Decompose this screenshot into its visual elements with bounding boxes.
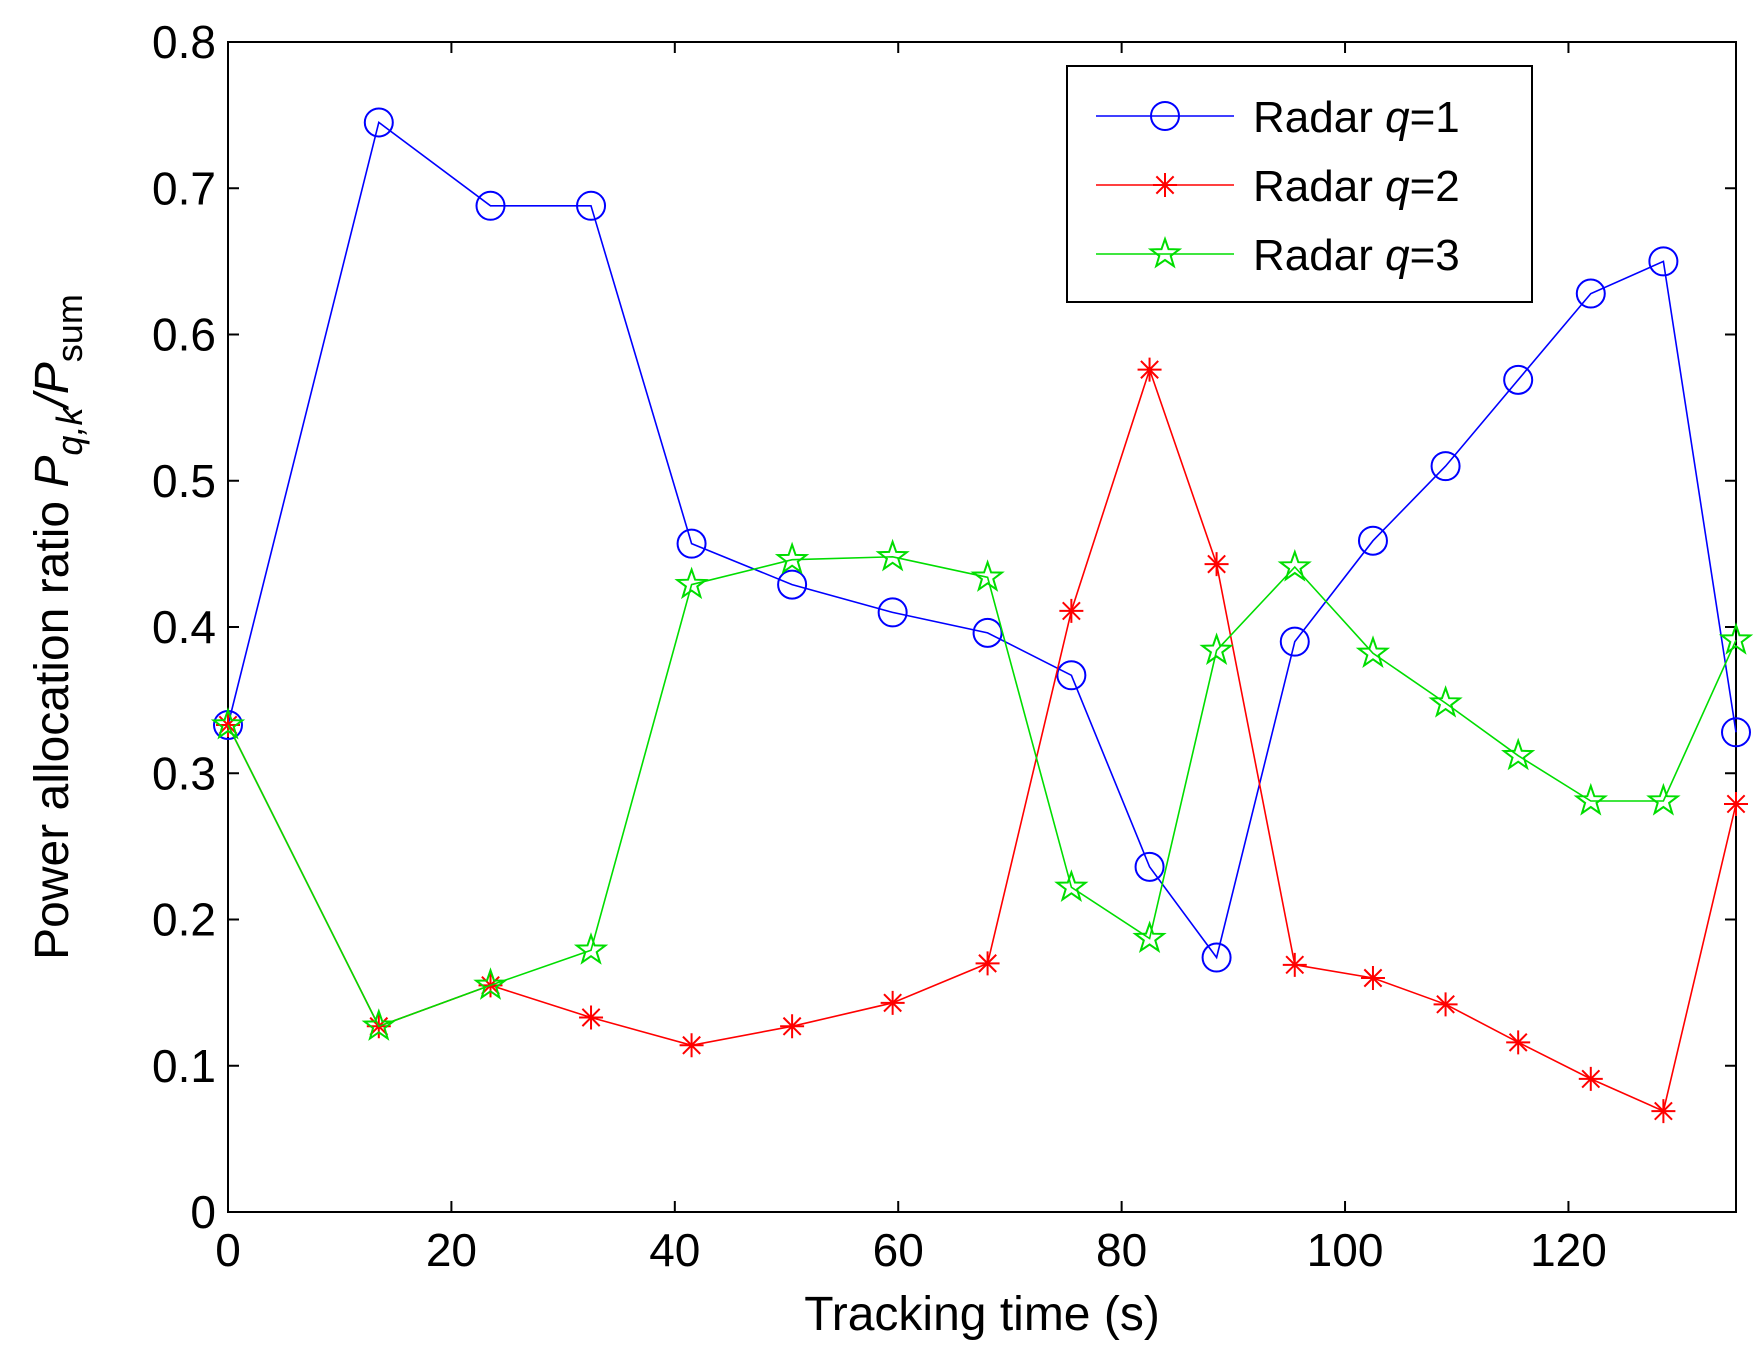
series-1 xyxy=(213,107,1751,973)
data-point xyxy=(1575,278,1606,309)
data-point xyxy=(972,617,1003,648)
data-point xyxy=(1648,246,1679,277)
series-line xyxy=(227,555,1737,1028)
legend-marker xyxy=(1147,235,1183,269)
data-point xyxy=(674,566,709,600)
data-point xyxy=(1137,357,1162,382)
data-point xyxy=(780,1014,805,1039)
x-tick-label: 120 xyxy=(1530,1224,1607,1276)
data-point xyxy=(1357,525,1388,556)
y-tick-label: 0.4 xyxy=(152,601,216,653)
x-tick-label: 100 xyxy=(1307,1224,1384,1276)
data-point xyxy=(216,712,240,737)
data-point xyxy=(1724,791,1748,816)
data-point xyxy=(573,932,609,965)
series-3 xyxy=(210,538,1754,1041)
legend-label: Radar q=2 xyxy=(1253,162,1460,211)
data-point xyxy=(1279,626,1310,657)
data-point xyxy=(774,541,810,575)
data-point xyxy=(875,538,910,572)
data-point xyxy=(970,559,1005,592)
series-line xyxy=(227,121,1737,960)
x-tick-label: 0 xyxy=(215,1224,241,1276)
legend-item-1: Radar q=1 xyxy=(1096,93,1460,142)
data-point xyxy=(877,597,908,628)
data-point xyxy=(1360,966,1385,990)
axis-ticks: 0 20 40 60 80 100 120 0 0.1 0.2 0.3 0.4 0.5 0.6 0.7 0.8 xyxy=(152,16,1736,1276)
y-tick-label: 0.5 xyxy=(152,455,216,507)
legend-marker xyxy=(1150,101,1180,131)
data-point xyxy=(1132,920,1167,954)
y-tick-label: 0.6 xyxy=(152,309,216,361)
data-point xyxy=(1578,1066,1603,1091)
data-point xyxy=(576,190,607,221)
series-layer xyxy=(210,107,1754,1124)
data-point xyxy=(475,190,506,221)
data-point xyxy=(1355,635,1391,668)
y-tick-label: 0.7 xyxy=(152,162,216,214)
data-point xyxy=(1201,942,1232,973)
data-point xyxy=(361,1008,397,1041)
data-point xyxy=(363,107,394,138)
legend-item-2: Radar q=2 xyxy=(1096,162,1460,211)
legend-label: Radar q=1 xyxy=(1253,93,1460,142)
y-tick-label: 0.8 xyxy=(152,16,216,68)
data-point xyxy=(1059,598,1084,623)
y-tick-label: 0.2 xyxy=(152,894,216,946)
data-point xyxy=(1430,451,1461,482)
data-point xyxy=(1506,1030,1531,1055)
data-point xyxy=(1573,782,1609,816)
data-point xyxy=(1282,952,1307,977)
legend-marker xyxy=(1153,173,1177,197)
data-point xyxy=(1428,685,1463,718)
data-point xyxy=(975,951,1000,976)
series-2 xyxy=(216,357,1748,1124)
data-point xyxy=(1056,660,1087,691)
data-point xyxy=(777,569,808,600)
data-point xyxy=(1277,548,1312,582)
data-point xyxy=(1501,737,1536,771)
data-point xyxy=(210,706,246,740)
data-point xyxy=(880,990,905,1015)
data-point xyxy=(1204,552,1229,577)
data-point xyxy=(1503,364,1534,395)
data-point xyxy=(676,528,707,559)
data-point xyxy=(1651,1099,1676,1124)
data-point xyxy=(1134,851,1165,882)
legend: Radar q=1 Radar q=2 Radar q=3 xyxy=(1066,65,1533,303)
x-tick-label: 60 xyxy=(873,1224,924,1276)
legend-item-3: Radar q=3 xyxy=(1096,231,1460,280)
data-point xyxy=(1199,632,1234,665)
y-tick-label: 0.3 xyxy=(152,747,216,799)
y-axis-label: Power allocation ratio Pq,k/Psum xyxy=(26,294,90,960)
y-tick-label: 0.1 xyxy=(152,1040,216,1092)
legend-label: Radar q=3 xyxy=(1253,231,1460,280)
data-point xyxy=(1054,869,1089,902)
data-point xyxy=(1721,717,1751,748)
x-axis-label: Tracking time (s) xyxy=(804,1288,1160,1341)
data-point xyxy=(473,967,508,1000)
x-tick-label: 40 xyxy=(649,1224,700,1276)
x-tick-label: 20 xyxy=(426,1224,477,1276)
data-point xyxy=(1433,992,1458,1017)
data-point xyxy=(579,1005,604,1030)
data-point xyxy=(679,1033,704,1058)
legend-box xyxy=(1066,65,1533,303)
x-tick-label: 80 xyxy=(1096,1224,1147,1276)
y-tick-label: 0 xyxy=(190,1186,216,1238)
data-point xyxy=(1646,782,1681,816)
series-line xyxy=(227,367,1737,1113)
data-point xyxy=(1718,622,1754,655)
